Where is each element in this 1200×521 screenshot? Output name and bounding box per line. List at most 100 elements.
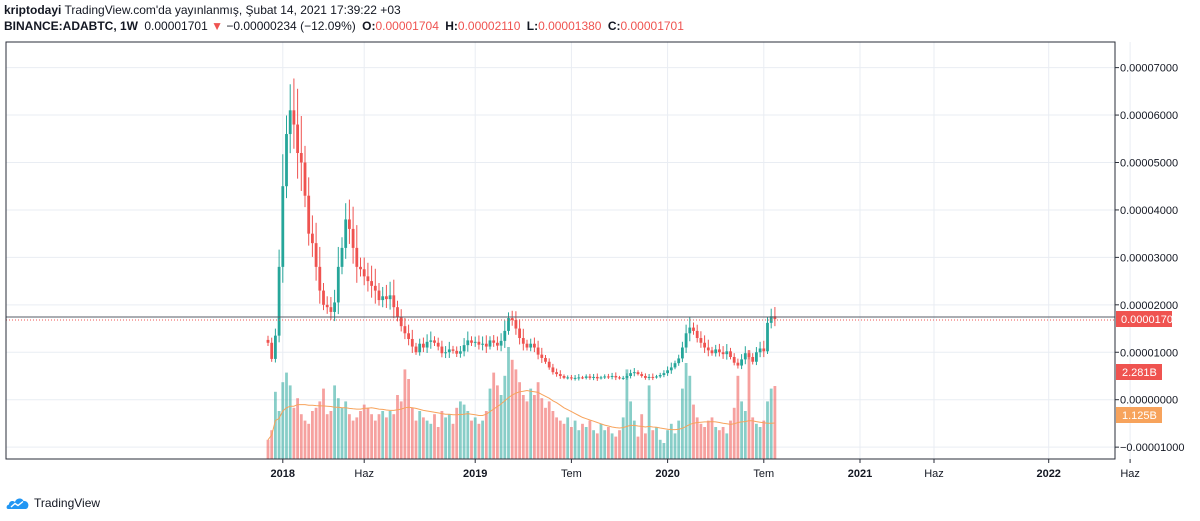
candle[interactable] (425, 334, 429, 353)
candle[interactable] (547, 358, 551, 370)
candle[interactable] (570, 374, 573, 381)
candle[interactable] (370, 265, 373, 298)
candle[interactable] (566, 375, 570, 380)
candle[interactable] (732, 353, 736, 366)
candle[interactable] (362, 257, 366, 286)
candle[interactable] (329, 297, 333, 320)
candle[interactable] (292, 78, 296, 149)
candle[interactable] (314, 222, 318, 281)
candle[interactable] (473, 336, 477, 347)
candle[interactable] (573, 375, 577, 381)
candle[interactable] (581, 375, 584, 380)
candle[interactable] (644, 373, 647, 380)
candle[interactable] (385, 284, 388, 308)
candle[interactable] (740, 354, 743, 370)
candle[interactable] (496, 336, 499, 351)
candle[interactable] (618, 375, 621, 380)
time-axis[interactable]: 2018 Haz 2019 Tem 2020 Tem 2021 Haz 2022 Haz (271, 459, 1140, 480)
candle[interactable] (651, 373, 655, 381)
candle[interactable] (714, 344, 718, 357)
candle[interactable] (729, 347, 732, 360)
candle[interactable] (410, 329, 414, 353)
candle[interactable] (336, 246, 340, 315)
candle[interactable] (392, 279, 396, 319)
candle[interactable] (307, 177, 311, 246)
candle[interactable] (684, 324, 688, 353)
candle[interactable] (407, 324, 410, 346)
candle[interactable] (751, 353, 755, 365)
candle[interactable] (736, 358, 740, 369)
candle[interactable] (322, 282, 325, 311)
candle[interactable] (344, 203, 348, 259)
candle[interactable] (403, 318, 407, 340)
candle[interactable] (318, 246, 322, 304)
candle[interactable] (355, 225, 359, 283)
candle[interactable] (274, 328, 277, 363)
candle[interactable] (614, 372, 618, 381)
candle[interactable] (595, 373, 599, 381)
candle[interactable] (503, 320, 507, 348)
candle[interactable] (551, 363, 555, 375)
candle[interactable] (477, 335, 481, 350)
candle[interactable] (470, 336, 473, 346)
candle[interactable] (562, 374, 566, 380)
candle[interactable] (277, 249, 281, 343)
candle[interactable] (499, 333, 503, 352)
candle[interactable] (681, 341, 684, 363)
candle[interactable] (525, 339, 529, 351)
candle[interactable] (436, 337, 440, 351)
candle[interactable] (455, 346, 459, 357)
candle[interactable] (466, 331, 470, 352)
candle[interactable] (662, 370, 666, 378)
candle[interactable] (540, 347, 544, 363)
candle[interactable] (544, 355, 547, 364)
candle[interactable] (536, 340, 540, 360)
footer[interactable]: TradingView (6, 496, 100, 510)
candle[interactable] (669, 362, 673, 374)
candle[interactable] (636, 370, 640, 376)
candle[interactable] (603, 374, 607, 380)
candle[interactable] (325, 296, 329, 314)
candle[interactable] (621, 375, 625, 380)
candle[interactable] (488, 336, 492, 350)
candle[interactable] (632, 368, 636, 377)
candle[interactable] (418, 338, 422, 356)
candle[interactable] (640, 371, 644, 378)
candle[interactable] (388, 281, 392, 310)
candle[interactable] (592, 373, 595, 381)
candle[interactable] (507, 312, 510, 335)
candle[interactable] (359, 257, 362, 277)
candle[interactable] (725, 344, 729, 360)
tradingview-brand[interactable]: TradingView (34, 496, 101, 510)
candle[interactable] (718, 343, 721, 357)
candle[interactable] (303, 145, 307, 208)
candle[interactable] (766, 317, 769, 355)
candle[interactable] (399, 309, 403, 332)
candle[interactable] (529, 338, 533, 352)
candle[interactable] (447, 341, 451, 358)
candle[interactable] (381, 286, 385, 308)
candle[interactable] (747, 349, 751, 360)
candle[interactable] (599, 375, 603, 380)
candle[interactable] (758, 341, 762, 358)
candle[interactable] (351, 206, 355, 264)
candle[interactable] (429, 331, 433, 349)
candle[interactable] (710, 346, 714, 356)
candle[interactable] (533, 337, 536, 353)
candle[interactable] (584, 374, 588, 380)
candle[interactable] (440, 340, 444, 358)
candle[interactable] (373, 268, 377, 304)
candle[interactable] (666, 366, 669, 376)
candle[interactable] (521, 328, 525, 351)
candle[interactable] (607, 373, 610, 379)
candle[interactable] (377, 282, 381, 306)
candle[interactable] (299, 116, 303, 191)
candle[interactable] (588, 373, 592, 380)
candle[interactable] (462, 338, 466, 357)
candle[interactable] (703, 335, 706, 353)
candle[interactable] (762, 340, 766, 358)
candle[interactable] (706, 339, 710, 357)
candle[interactable] (673, 360, 677, 370)
candle[interactable] (451, 345, 455, 354)
